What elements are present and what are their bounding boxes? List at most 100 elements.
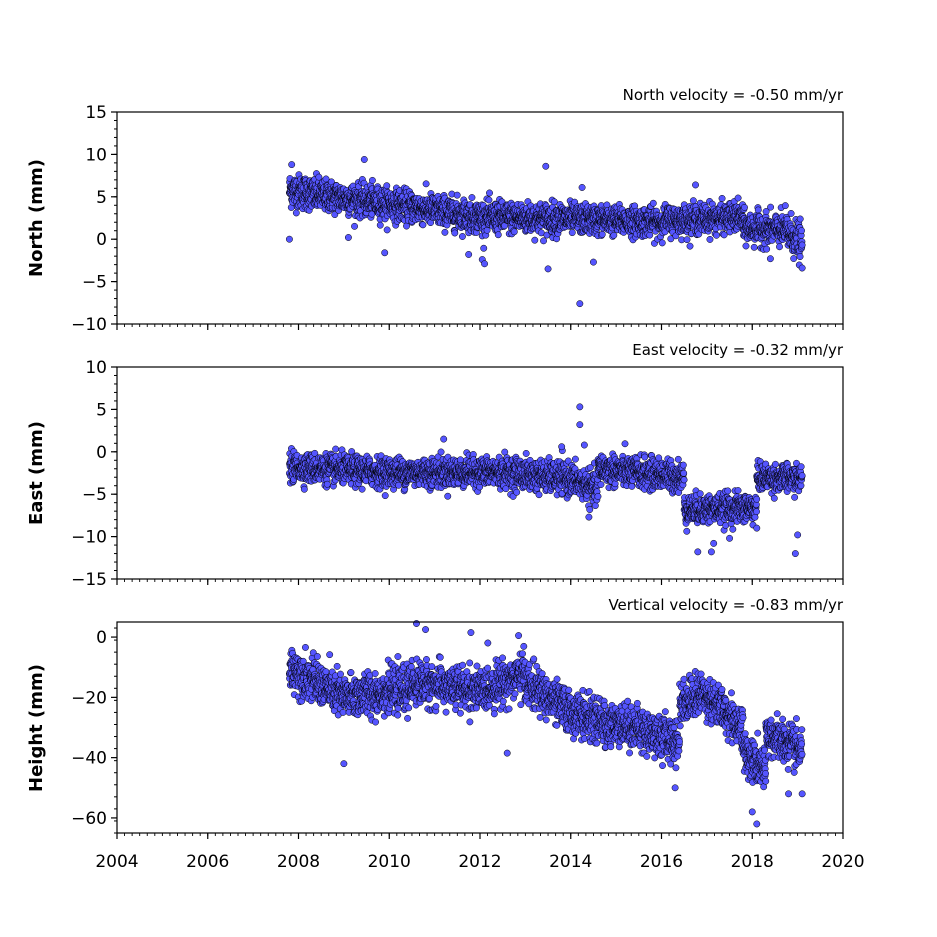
- data-point: [742, 242, 750, 250]
- outlier-point: [578, 184, 586, 191]
- data-point: [790, 255, 798, 262]
- data-point: [628, 482, 636, 490]
- outlier-point: [542, 162, 550, 170]
- data-point: [483, 226, 491, 234]
- outlier-point: [344, 234, 352, 241]
- data-point: [358, 485, 366, 493]
- north-y-ticks: 15 10 5 0 −5 −10: [71, 103, 117, 335]
- data-point: [798, 241, 806, 249]
- data-point: [571, 455, 579, 463]
- y-tick-label: −10: [71, 315, 107, 335]
- data-point: [798, 227, 805, 235]
- y-tick-label: 10: [85, 145, 107, 165]
- data-point: [395, 481, 403, 489]
- data-point: [376, 221, 384, 229]
- data-point: [486, 189, 493, 197]
- outlier-point: [360, 156, 368, 163]
- data-point: [494, 231, 502, 239]
- data-point: [381, 492, 389, 500]
- data-point: [458, 233, 466, 240]
- y-tick-label: −5: [82, 273, 107, 293]
- outlier-point: [798, 264, 806, 272]
- outlier-point: [692, 181, 699, 189]
- data-point: [332, 445, 340, 453]
- data-point: [787, 210, 795, 217]
- y-tick-label: 15: [85, 103, 107, 123]
- data-point: [610, 231, 618, 239]
- y-tick-label: 5: [96, 188, 107, 208]
- data-point: [485, 196, 493, 204]
- data-point: [437, 448, 445, 456]
- data-point: [641, 453, 649, 461]
- data-point: [510, 228, 518, 236]
- data-point: [649, 199, 657, 207]
- data-point: [594, 492, 602, 500]
- data-point: [591, 502, 599, 510]
- data-point: [522, 449, 530, 457]
- data-point: [531, 236, 539, 244]
- data-point: [767, 203, 775, 211]
- outlier-point: [288, 161, 296, 169]
- data-point: [453, 191, 461, 199]
- data-point: [706, 235, 714, 243]
- data-point: [796, 215, 804, 223]
- data-point: [776, 243, 783, 251]
- data-point: [535, 491, 543, 499]
- data-point: [383, 182, 391, 190]
- data-point: [734, 194, 742, 202]
- north-x-ticks: [116, 324, 844, 330]
- data-point: [781, 202, 789, 210]
- data-point: [451, 229, 459, 237]
- data-point: [419, 221, 427, 229]
- data-point: [597, 481, 605, 488]
- data-point: [611, 480, 619, 488]
- data-point: [796, 253, 804, 261]
- outlier-point: [589, 258, 597, 266]
- data-point: [598, 230, 606, 238]
- data-point: [689, 197, 697, 205]
- outlier-point: [481, 260, 488, 268]
- data-point: [763, 245, 771, 253]
- east-points: [285, 403, 806, 558]
- data-point: [315, 173, 323, 181]
- y-tick-label: 0: [96, 230, 107, 250]
- outlier-point: [576, 300, 584, 308]
- data-point: [750, 243, 758, 251]
- data-point: [540, 237, 547, 245]
- data-point: [718, 194, 726, 202]
- outlier-point: [465, 251, 473, 258]
- north-points: [285, 156, 806, 308]
- data-point: [368, 176, 376, 184]
- data-point: [351, 222, 358, 230]
- data-point: [422, 180, 430, 188]
- data-point: [468, 194, 476, 201]
- data-point: [754, 206, 762, 214]
- data-point: [456, 456, 464, 464]
- north-velocity-label: North velocity = -0.50 mm/yr: [623, 86, 844, 104]
- north-ylabel: North (mm): [26, 159, 47, 277]
- outlier-point: [285, 235, 293, 243]
- north-panel: 15 10 5 0 −5 −10 North (mm) North velocity = …: [26, 86, 844, 335]
- data-point: [658, 239, 666, 247]
- data-point: [741, 203, 748, 211]
- data-point: [323, 480, 331, 488]
- data-point: [383, 226, 391, 234]
- data-point: [300, 485, 308, 493]
- outlier-point: [544, 265, 552, 273]
- data-point: [621, 440, 629, 448]
- data-point: [713, 231, 720, 239]
- data-point: [586, 506, 594, 514]
- data-point: [720, 231, 728, 239]
- data-point: [683, 236, 691, 244]
- data-point: [568, 229, 576, 237]
- data-point: [646, 231, 654, 239]
- data-point: [444, 492, 452, 500]
- outlier-point: [766, 255, 774, 263]
- outlier-point: [381, 249, 389, 257]
- data-point: [441, 228, 449, 236]
- data-point: [292, 209, 300, 217]
- data-point: [686, 242, 694, 250]
- data-point: [480, 244, 488, 252]
